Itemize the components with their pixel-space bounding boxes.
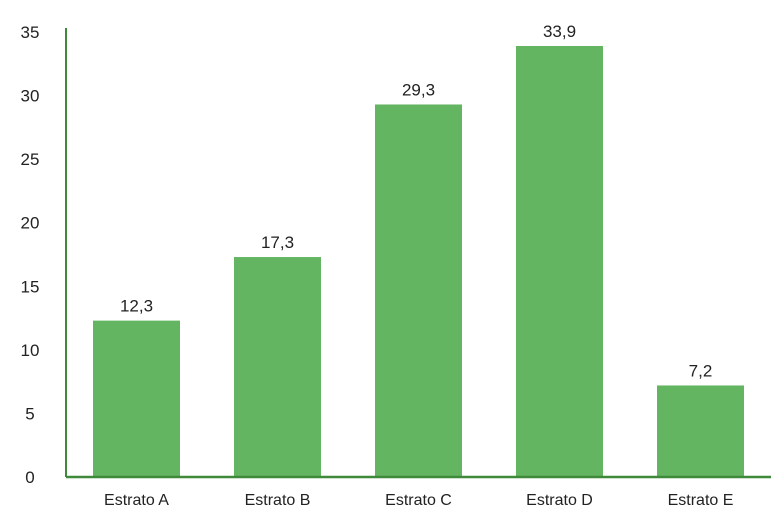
data-labels-group: 12,3 17,3 29,3 33,9 7,2 (120, 22, 712, 380)
bar-estrato-c (375, 104, 462, 477)
data-label: 17,3 (261, 233, 294, 252)
x-tick-label: Estrato D (526, 492, 593, 509)
y-tick-label: 30 (21, 87, 40, 106)
y-tick-label: 5 (25, 404, 34, 423)
data-label: 33,9 (543, 22, 576, 41)
x-tick-label: Estrato E (668, 492, 734, 509)
bar-estrato-d (516, 45, 603, 477)
x-tick-label: Estrato A (104, 492, 169, 509)
category-labels-group: Estrato A Estrato B Estrato C Estrato D Estr… (104, 492, 733, 509)
x-tick-label: Estrato C (385, 492, 452, 509)
y-ticks-group: 0 5 10 15 20 25 30 35 (21, 23, 40, 487)
data-label: 7,2 (689, 361, 713, 380)
y-tick-label: 15 (21, 277, 40, 296)
y-tick-label: 35 (21, 23, 40, 42)
data-label: 29,3 (402, 80, 435, 99)
y-tick-label: 20 (21, 214, 40, 233)
y-tick-label: 10 (21, 341, 40, 360)
y-tick-label: 25 (21, 150, 40, 169)
bars-group (93, 45, 744, 477)
y-tick-label: 0 (25, 468, 34, 487)
bar-estrato-a (93, 320, 180, 477)
data-label: 12,3 (120, 297, 153, 316)
x-tick-label: Estrato B (245, 492, 311, 509)
bar-estrato-b (234, 257, 321, 477)
bar-estrato-e (657, 385, 744, 477)
